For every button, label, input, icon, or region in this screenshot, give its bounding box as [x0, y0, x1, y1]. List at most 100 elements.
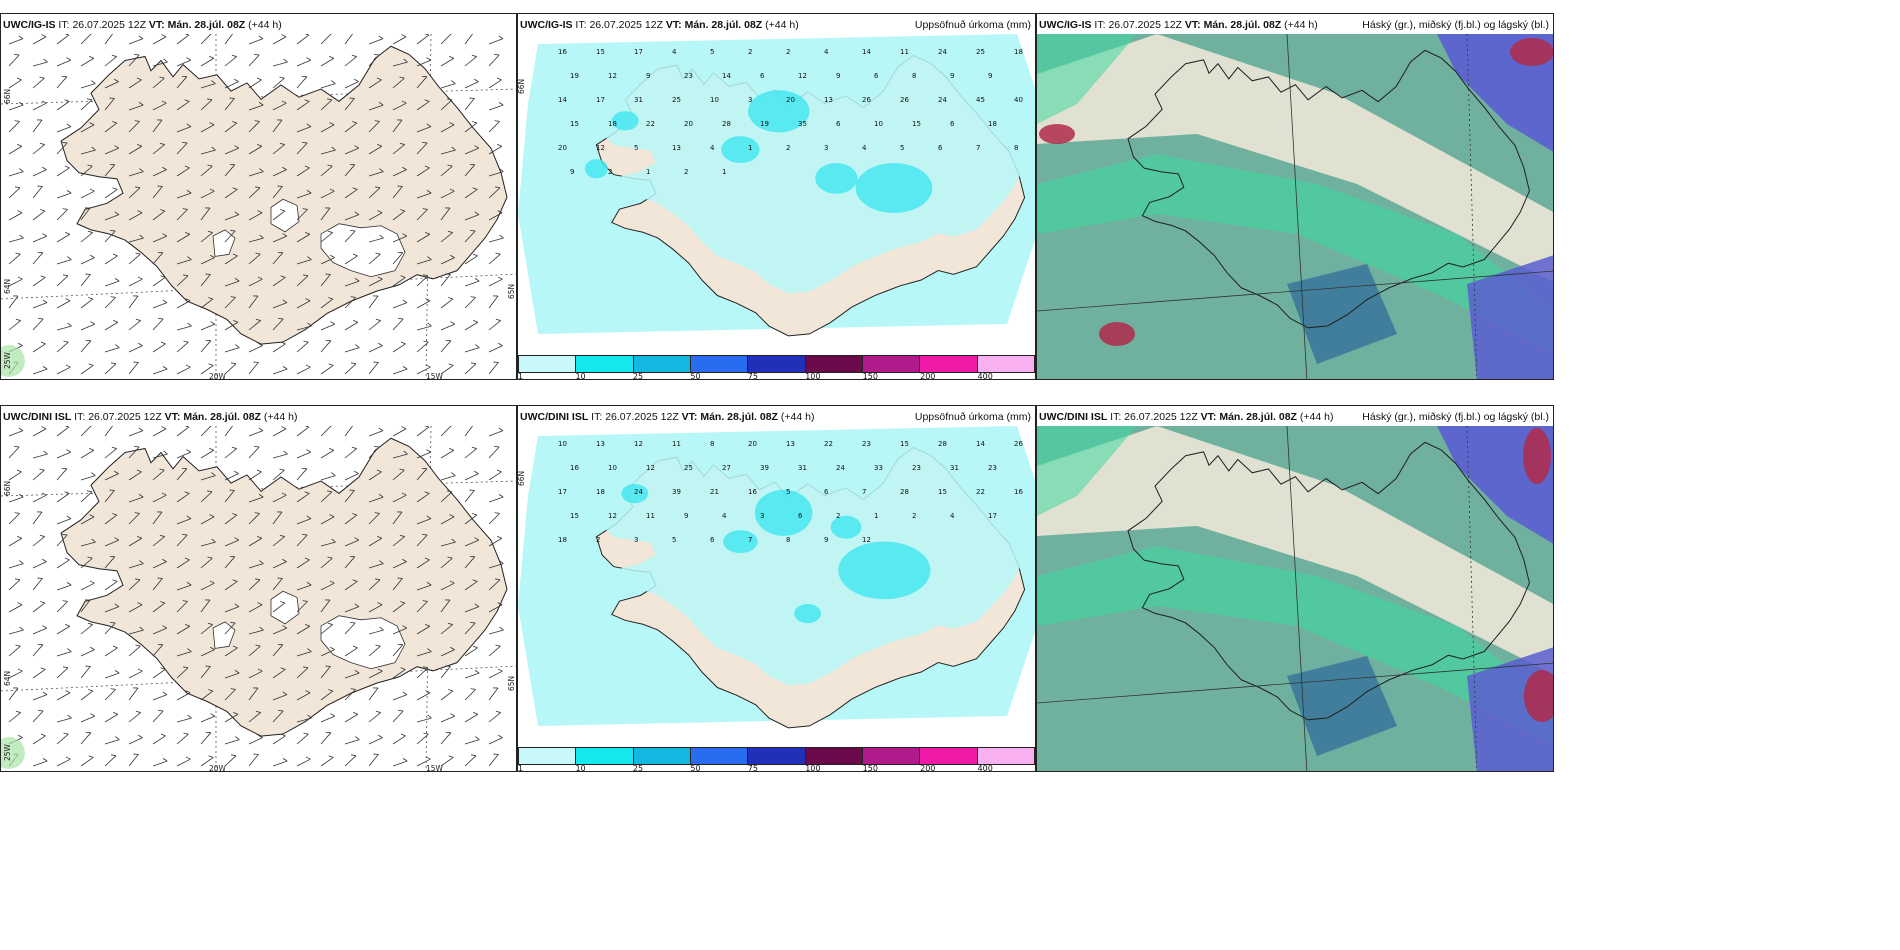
wind-barb	[344, 147, 359, 155]
wind-barb	[56, 233, 71, 243]
precip-value: 5	[900, 144, 904, 152]
wind-barb	[368, 737, 383, 745]
wind-barb-flag	[41, 492, 47, 496]
wind-barb	[464, 606, 480, 613]
wind-barb	[296, 493, 310, 503]
wind-barb	[416, 651, 432, 657]
wind-barb	[248, 38, 264, 45]
wind-barb	[224, 622, 236, 635]
wind-barb-flag	[256, 77, 262, 81]
wind-barb	[440, 475, 456, 481]
wind-barb-flag	[426, 515, 432, 519]
precip-value: 6	[938, 144, 943, 152]
precip-value: 8	[710, 440, 714, 448]
wind-barb-flag	[374, 578, 381, 581]
wind-barb	[416, 300, 431, 309]
wind-barb-flag	[470, 754, 477, 757]
wind-barb-flag	[254, 512, 260, 514]
wind-barb-flag	[162, 166, 167, 171]
wind-barb-flag	[257, 276, 263, 280]
wind-barb	[32, 578, 43, 591]
wind-barb-flag	[424, 491, 430, 494]
wind-barb-flag	[449, 580, 455, 584]
wind-barb	[224, 490, 235, 503]
wind-barb-flag	[302, 600, 308, 602]
wind-barb-flag	[137, 668, 143, 672]
wind-barb	[128, 563, 144, 569]
wind-barb-flag	[160, 209, 166, 212]
wind-barb-flag	[62, 534, 68, 536]
wind-barb-flag	[159, 468, 165, 471]
wind-barb-flag	[162, 691, 168, 695]
wind-barb-flag	[114, 78, 119, 83]
wind-barb	[296, 300, 311, 309]
wind-barb	[344, 363, 357, 375]
wind-barb-flag	[279, 76, 285, 79]
wind-barb	[488, 171, 504, 177]
precip-value: 2	[596, 536, 600, 544]
precip-value: 31	[798, 464, 807, 472]
wind-barb	[32, 343, 46, 353]
precip-value: 8	[1014, 144, 1018, 152]
wind-barb	[296, 717, 312, 723]
precip-blob	[830, 515, 862, 539]
colorbar-tick: 10	[575, 372, 586, 380]
wind-barb-flag	[63, 340, 69, 343]
wind-barb-flag	[401, 492, 407, 496]
wind-barb-flag	[207, 230, 213, 233]
wind-barb-flag	[42, 558, 47, 563]
wind-barb	[224, 347, 240, 353]
wind-barb	[272, 318, 284, 331]
precip-value: 4	[710, 144, 715, 152]
wind-barb	[80, 516, 95, 525]
wind-barb-flag	[135, 644, 141, 647]
wind-barb	[104, 347, 120, 353]
colorbar-segment	[862, 748, 921, 764]
wind-barb-flag	[378, 35, 384, 39]
wind-barb	[464, 539, 479, 547]
wind-barb	[224, 426, 234, 437]
wind-barb-flag	[280, 667, 286, 670]
wind-barb-flag	[19, 168, 24, 172]
wind-barb	[80, 190, 95, 199]
wind-barb	[296, 275, 309, 287]
wind-barb	[176, 534, 188, 547]
wind-barb	[200, 124, 215, 133]
wind-barb	[128, 237, 144, 243]
wind-barb	[224, 672, 240, 679]
wind-barb-flag	[185, 623, 191, 627]
wind-barb	[200, 582, 215, 591]
wind-barb-flag	[448, 689, 454, 692]
wind-barb	[416, 233, 431, 243]
iceland-coastline	[1127, 49, 1530, 329]
wind-barb-flag	[185, 690, 191, 694]
wind-barb-flag	[110, 622, 116, 624]
wind-barb-flag	[161, 426, 167, 430]
wind-barb-flag	[330, 713, 336, 717]
wind-barb	[176, 76, 188, 89]
wind-barb-flag	[64, 557, 70, 561]
wind-barb	[272, 169, 287, 177]
wind-barb-flag	[494, 120, 500, 122]
precip-colorbar	[518, 747, 1035, 765]
wind-barb-flag	[235, 344, 240, 348]
wind-barb-flag	[182, 142, 188, 144]
panel-header: UWC/IG-IS IT: 26.07.2025 12Z VT: Mán. 28…	[3, 19, 282, 31]
wind-barb-flag	[182, 666, 189, 669]
wind-barb	[80, 541, 96, 547]
precip-value: 13	[672, 144, 681, 152]
wind-barb-flag	[65, 298, 71, 302]
wind-barb	[128, 187, 141, 199]
wind-barb-flag	[65, 623, 71, 627]
wind-barb	[152, 119, 163, 133]
wind-barb-flag	[259, 234, 264, 239]
wind-barb	[152, 77, 165, 89]
wind-barb-flag	[91, 80, 96, 84]
panel-header: UWC/DINI ISL IT: 26.07.2025 12Z VT: Mán.…	[1039, 411, 1334, 423]
wind-barb	[416, 142, 428, 155]
wind-barb	[224, 230, 236, 243]
wind-barb-flag	[114, 277, 120, 282]
wind-barb	[344, 297, 356, 309]
wind-barb	[488, 253, 501, 265]
wind-barb	[416, 733, 429, 745]
